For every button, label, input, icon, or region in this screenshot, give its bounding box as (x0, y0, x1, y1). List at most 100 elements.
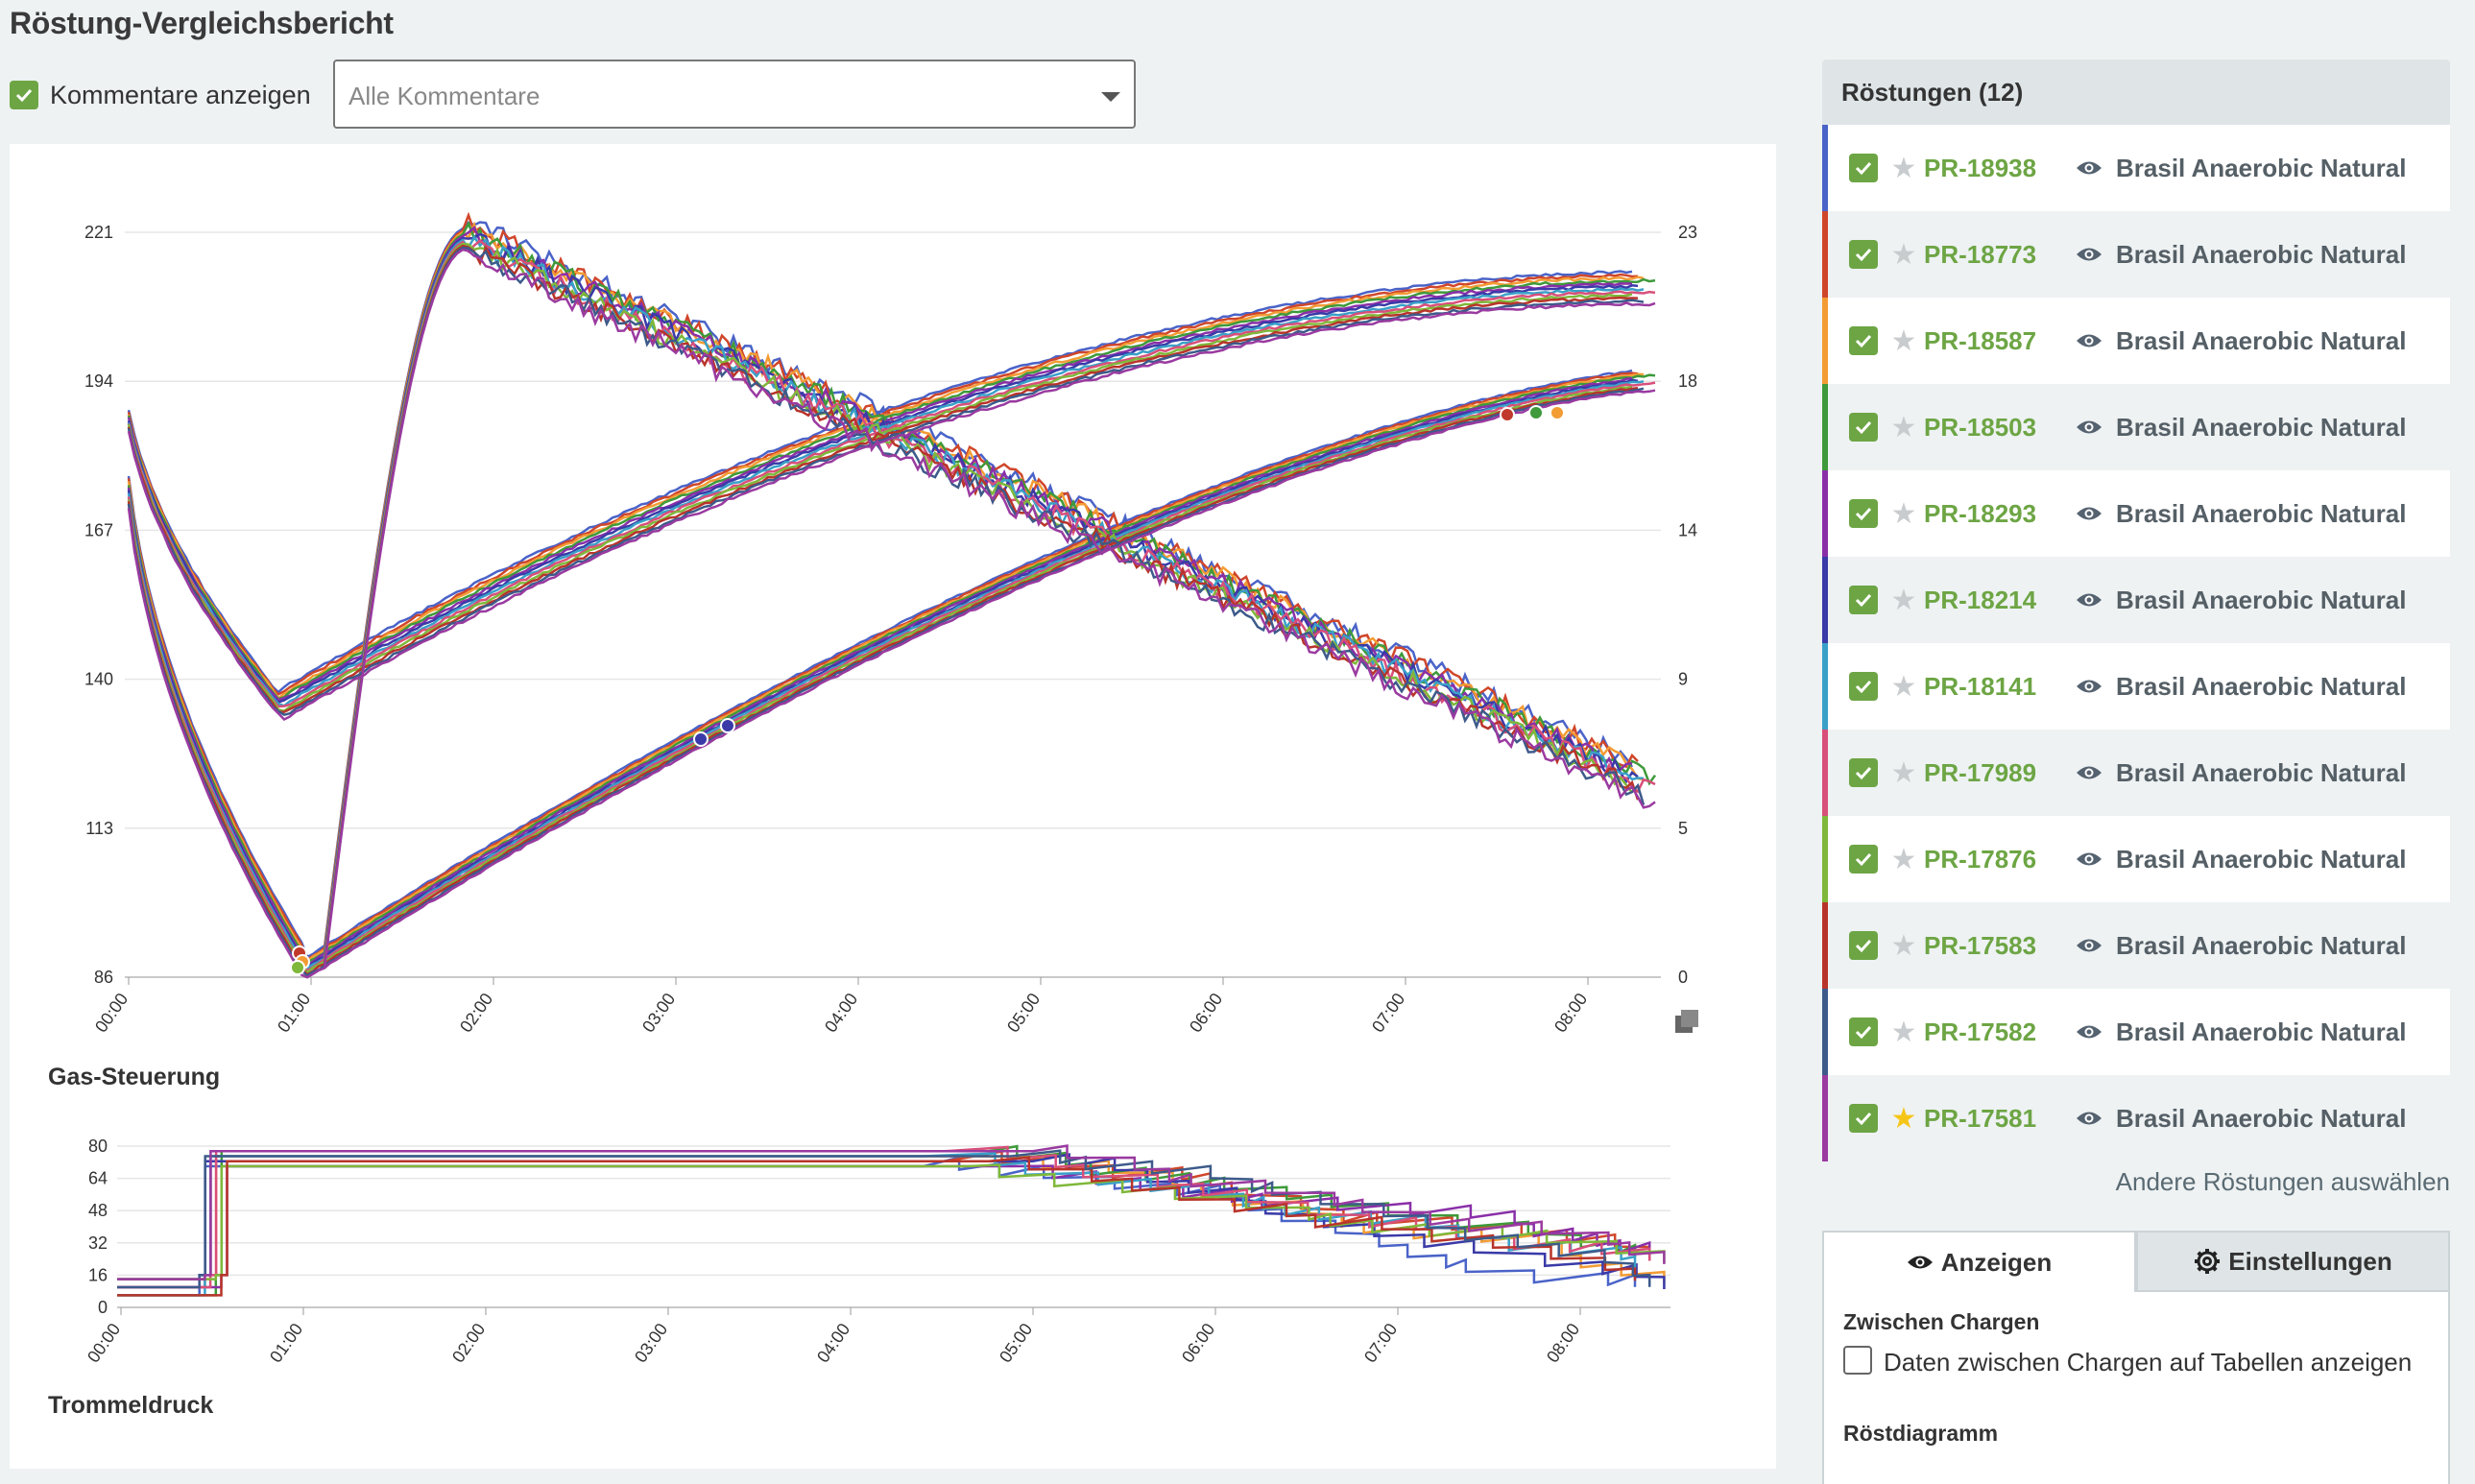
x-tick-label: 00:00 (91, 990, 132, 1036)
gas-series-line (117, 1152, 1637, 1297)
roast-name-link[interactable]: Brasil Anaerobic Natural (2116, 498, 2407, 528)
roast-row[interactable]: ★ PR-17582 Brasil Anaerobic Natural (1822, 989, 2450, 1075)
chevron-down-icon (1101, 92, 1120, 102)
roast-row[interactable]: ★ PR-18938 Brasil Anaerobic Natural (1822, 125, 2450, 211)
eye-icon[interactable] (2076, 331, 2106, 350)
roast-name-link[interactable]: Brasil Anaerobic Natural (2116, 757, 2407, 787)
roast-row[interactable]: ★ PR-18503 Brasil Anaerobic Natural (1822, 384, 2450, 470)
eye-icon[interactable] (2076, 418, 2106, 437)
roast-id-link[interactable]: PR-17989 (1924, 757, 2037, 787)
eye-icon[interactable] (2076, 936, 2106, 955)
roast-row[interactable]: ★ PR-17989 Brasil Anaerobic Natural (1822, 730, 2450, 816)
roast-checkbox[interactable] (1849, 326, 1878, 355)
rate-of-rise-curve (323, 234, 1645, 959)
star-icon[interactable]: ★ (1890, 756, 1917, 789)
tab-settings[interactable]: Einstellungen (2136, 1231, 2450, 1292)
roast-row[interactable]: ★ PR-17876 Brasil Anaerobic Natural (1822, 816, 2450, 902)
star-icon[interactable]: ★ (1890, 324, 1917, 357)
roast-row[interactable]: ★ PR-18293 Brasil Anaerobic Natural (1822, 470, 2450, 557)
roast-name-link[interactable]: Brasil Anaerobic Natural (2116, 325, 2407, 355)
roast-checkbox[interactable] (1849, 413, 1878, 442)
roast-id-link[interactable]: PR-18141 (1924, 671, 2037, 701)
expand-icon (1675, 1010, 1698, 1033)
roast-checkbox[interactable] (1849, 845, 1878, 874)
star-icon[interactable]: ★ (1890, 411, 1917, 443)
roast-name-link[interactable]: Brasil Anaerobic Natural (2116, 153, 2407, 182)
roast-id-link[interactable]: PR-18773 (1924, 239, 2037, 269)
roast-name-link[interactable]: Brasil Anaerobic Natural (2116, 671, 2407, 701)
eye-icon[interactable] (2076, 158, 2106, 178)
roast-id-link[interactable]: PR-17582 (1924, 1017, 2037, 1046)
check-icon (1855, 593, 1872, 608)
star-icon[interactable]: ★ (1890, 670, 1917, 703)
temperature-curve (127, 299, 1645, 717)
roast-row[interactable]: ★ PR-17583 Brasil Anaerobic Natural (1822, 902, 2450, 989)
show-comments-label[interactable]: Kommentare anzeigen (50, 81, 311, 109)
event-marker (1528, 405, 1544, 420)
eye-icon[interactable] (2076, 763, 2106, 782)
roast-row[interactable]: ★ PR-18587 Brasil Anaerobic Natural (1822, 298, 2450, 384)
star-icon[interactable]: ★ (1890, 152, 1917, 184)
roast-chart-heading: Röstdiagramm (1843, 1421, 1999, 1446)
between-batches-option-label[interactable]: Daten zwischen Chargen auf Tabellen anze… (1884, 1348, 2413, 1376)
roast-name-link[interactable]: Brasil Anaerobic Natural (2116, 585, 2407, 614)
roast-checkbox[interactable] (1849, 154, 1878, 182)
eye-icon[interactable] (2076, 1109, 2106, 1128)
roast-checkbox[interactable] (1849, 586, 1878, 614)
roast-id-link[interactable]: PR-18587 (1924, 325, 2037, 355)
roast-id-link[interactable]: PR-18293 (1924, 498, 2037, 528)
eye-icon[interactable] (2076, 1022, 2106, 1041)
roast-name-link[interactable]: Brasil Anaerobic Natural (2116, 1103, 2407, 1133)
star-icon[interactable]: ★ (1890, 1016, 1917, 1048)
roast-id-link[interactable]: PR-17876 (1924, 844, 2037, 874)
comments-filter-dropdown[interactable]: Alle Kommentare (333, 60, 1136, 129)
roast-row[interactable]: ★ PR-17581 Brasil Anaerobic Natural (1822, 1075, 2450, 1161)
roast-id-link[interactable]: PR-18938 (1924, 153, 2037, 182)
roast-row[interactable]: ★ PR-18773 Brasil Anaerobic Natural (1822, 211, 2450, 298)
roast-checkbox[interactable] (1849, 1104, 1878, 1133)
eye-icon[interactable] (2076, 504, 2106, 523)
roast-checkbox[interactable] (1849, 240, 1878, 269)
x-tick-label: 02:00 (448, 1320, 489, 1363)
star-icon[interactable]: ★ (1890, 497, 1917, 530)
y2-tick-label: 14 (1678, 520, 1697, 539)
star-icon[interactable]: ★ (1890, 929, 1917, 962)
star-icon[interactable]: ★ (1890, 1102, 1917, 1135)
select-other-roasts-link[interactable]: Andere Röstungen auswählen (2115, 1167, 2450, 1196)
roast-checkbox[interactable] (1849, 758, 1878, 787)
star-icon[interactable]: ★ (1890, 843, 1917, 875)
eye-icon[interactable] (2076, 245, 2106, 264)
roast-name-link[interactable]: Brasil Anaerobic Natural (2116, 412, 2407, 442)
roast-checkbox[interactable] (1849, 931, 1878, 960)
y2-tick-label: 0 (1678, 968, 1688, 987)
roast-id-link[interactable]: PR-18503 (1924, 412, 2037, 442)
temperature-curve (127, 273, 1639, 696)
roast-row[interactable]: ★ PR-18214 Brasil Anaerobic Natural (1822, 557, 2450, 643)
roast-checkbox[interactable] (1849, 499, 1878, 528)
roast-name-link[interactable]: Brasil Anaerobic Natural (2116, 239, 2407, 269)
event-marker (1550, 405, 1565, 420)
roast-row[interactable]: ★ PR-18141 Brasil Anaerobic Natural (1822, 643, 2450, 730)
eye-icon[interactable] (2076, 677, 2106, 696)
show-comments-checkbox[interactable] (10, 81, 38, 109)
between-batches-checkbox[interactable] (1843, 1346, 1872, 1375)
gas-series-line (117, 1149, 1651, 1289)
star-icon[interactable]: ★ (1890, 238, 1917, 271)
x-tick-label: 06:00 (1178, 1320, 1218, 1363)
roast-checkbox[interactable] (1849, 1017, 1878, 1046)
eye-icon[interactable] (2076, 590, 2106, 610)
roast-id-link[interactable]: PR-17583 (1924, 930, 2037, 960)
star-icon[interactable]: ★ (1890, 584, 1917, 616)
roast-checkbox[interactable] (1849, 672, 1878, 701)
y-tick-label: 0 (98, 1298, 108, 1317)
tab-show[interactable]: Anzeigen (1822, 1231, 2136, 1292)
page-title: Röstung-Vergleichsbericht (10, 6, 394, 40)
roast-name-link[interactable]: Brasil Anaerobic Natural (2116, 844, 2407, 874)
roast-id-link[interactable]: PR-17581 (1924, 1103, 2037, 1133)
roast-name-link[interactable]: Brasil Anaerobic Natural (2116, 930, 2407, 960)
bean-temperature-curve (127, 381, 1656, 973)
roast-id-link[interactable]: PR-18214 (1924, 585, 2037, 614)
eye-icon[interactable] (2076, 850, 2106, 869)
roast-name-link[interactable]: Brasil Anaerobic Natural (2116, 1017, 2407, 1046)
temperature-curve (127, 301, 1656, 722)
